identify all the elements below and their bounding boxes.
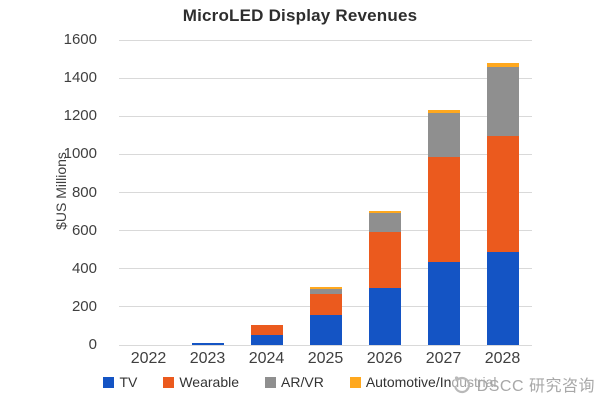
x-axis-tick-labels: 2022 2023 2024 2025 2026 2027 2028 xyxy=(119,350,532,370)
gridline-y1200 xyxy=(119,115,532,117)
y-tick-label: 0 xyxy=(88,336,97,353)
x-tick-label: 2025 xyxy=(307,350,344,367)
bar-segment-2027 xyxy=(427,109,460,114)
watermark: DSCC 研究咨询 xyxy=(450,371,595,397)
y-tick-label: 600 xyxy=(71,221,97,239)
legend-label: AR/VR xyxy=(281,374,324,390)
gridline-y1000 xyxy=(119,153,532,155)
dscc-logo-icon xyxy=(453,376,470,394)
y-tick-label: 1600 xyxy=(63,31,97,48)
gridline-y0 xyxy=(119,344,532,346)
y-tick-label: 200 xyxy=(71,297,97,315)
legend-swatch xyxy=(103,376,115,388)
gridline-y800 xyxy=(119,192,532,193)
bar-segment-2025 xyxy=(309,293,342,315)
legend-label: TV xyxy=(119,374,138,390)
legend-swatch xyxy=(349,376,361,388)
bar-segment-2023 xyxy=(191,343,224,345)
y-axis-tick-labels: 0 200 400 600 800 1000 1200 1400 1600 xyxy=(0,31,110,353)
bar-segment-2025 xyxy=(309,314,342,345)
bar-segment-2027 xyxy=(427,262,460,345)
gridline-y600 xyxy=(119,230,532,232)
bar-segment-2024 xyxy=(250,324,283,335)
x-tick-label: 2024 xyxy=(248,350,285,367)
bar-segment-2026 xyxy=(368,231,401,288)
bar-segment-2024 xyxy=(250,334,283,345)
bar-segment-2027 xyxy=(427,157,460,263)
gridline-y400 xyxy=(119,268,532,270)
y-tick-label: 1400 xyxy=(63,69,97,87)
y-tick-label: 800 xyxy=(71,183,97,201)
legend-swatch xyxy=(163,376,175,388)
bar-segment-2028 xyxy=(486,251,519,345)
bar-segment-2026 xyxy=(368,287,401,345)
legend-item: Wearable xyxy=(163,374,239,390)
x-tick-label: 2023 xyxy=(189,350,226,367)
y-tick-label: 1200 xyxy=(63,107,97,125)
x-tick-label: 2022 xyxy=(130,350,167,367)
watermark-text: DSCC 研究咨询 xyxy=(476,378,595,395)
bar-segment-2026 xyxy=(368,212,401,232)
bar-segment-2028 xyxy=(486,136,519,252)
plot-area xyxy=(119,39,532,346)
y-tick-label: 1000 xyxy=(63,145,97,163)
gridline-y1600 xyxy=(119,39,532,41)
bar-segment-2028 xyxy=(486,62,519,67)
x-tick-label: 2026 xyxy=(366,350,403,367)
legend-swatch xyxy=(265,376,277,388)
x-tick-label: 2028 xyxy=(484,350,521,367)
chart-title: MicroLED Display Revenues xyxy=(182,6,418,25)
bar-segment-2028 xyxy=(486,66,519,137)
bar-segment-2025 xyxy=(309,288,342,294)
legend-item: TV xyxy=(103,374,137,390)
gridline-y1400 xyxy=(119,77,532,79)
y-tick-label: 400 xyxy=(71,259,97,277)
bar-segment-2027 xyxy=(427,113,460,158)
legend-item: AR/VR xyxy=(265,374,324,390)
x-tick-label: 2027 xyxy=(425,350,462,367)
legend-label: Wearable xyxy=(179,374,240,390)
bar-segment-2025 xyxy=(309,287,342,289)
bar-segment-2026 xyxy=(368,210,401,213)
